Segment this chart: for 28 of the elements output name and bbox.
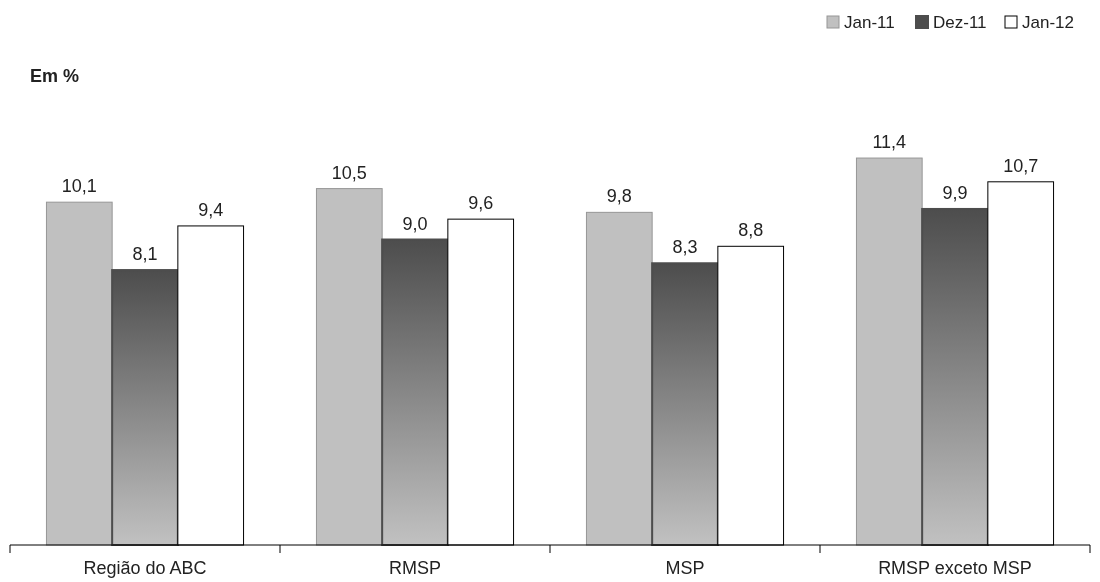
bar — [111, 269, 179, 546]
bar — [315, 188, 383, 546]
legend-label: Jan-11 — [844, 13, 895, 32]
data-label: 10,1 — [61, 176, 97, 197]
bar — [921, 207, 989, 546]
data-label: 9,0 — [402, 213, 428, 234]
data-label: 9,9 — [942, 182, 968, 203]
legend-label: Dez-11 — [933, 13, 987, 32]
x-tick-label: RMSP exceto MSP — [878, 558, 1032, 578]
y-axis-title: Em % — [30, 66, 80, 86]
bar — [585, 211, 653, 546]
x-tick-label: MSP — [665, 558, 705, 578]
x-tick-label: Região do ABC — [83, 558, 207, 578]
data-label: 8,3 — [672, 237, 698, 258]
data-label: 10,5 — [331, 162, 367, 183]
data-label: 9,6 — [468, 193, 494, 214]
data-label: 10,7 — [1003, 155, 1039, 176]
x-tick-label: RMSP — [388, 558, 442, 578]
bar — [381, 238, 449, 546]
data-label: 8,1 — [132, 244, 158, 265]
bar — [45, 201, 113, 546]
legend-label: Jan-12 — [1022, 13, 1074, 32]
data-label: 8,8 — [738, 220, 764, 241]
data-label: 9,4 — [198, 199, 224, 220]
bar — [855, 157, 923, 546]
bar — [651, 262, 719, 546]
data-label: 9,8 — [606, 186, 632, 207]
data-label: 11,4 — [872, 132, 907, 153]
